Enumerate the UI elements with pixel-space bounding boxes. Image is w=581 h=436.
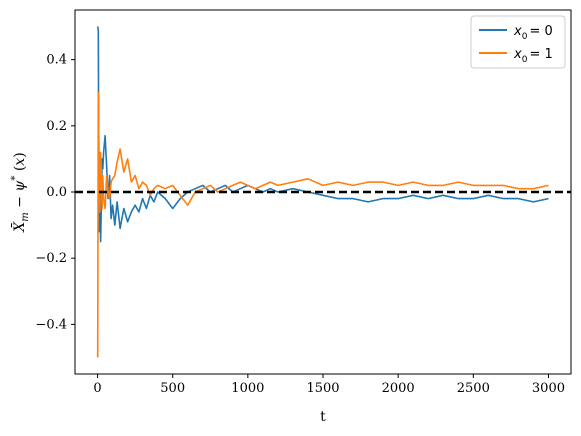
y-tick-label: 0.4	[46, 53, 67, 68]
x-tick-label: 1000	[231, 381, 264, 396]
y-tick-label: −0.4	[35, 317, 67, 332]
series-layer	[96, 26, 549, 358]
series-line-1	[96, 91, 549, 358]
x-tick-label: 3000	[532, 381, 565, 396]
series-line-0	[96, 26, 549, 243]
x-tick-label: 2500	[457, 381, 490, 396]
legend-label-series-1: x0 = 1	[513, 47, 553, 65]
x-axis-label: t	[320, 409, 326, 425]
x-tick-label: 1500	[306, 381, 339, 396]
y-tick-label: 0.2	[46, 119, 67, 134]
legend: x0 = 0 x0 = 1	[470, 15, 566, 69]
x-axis-ticks: 0 500 1000 1500 2000 2500 3000	[93, 374, 565, 396]
x-tick-label: 0	[93, 381, 101, 396]
x-tick-label: 500	[160, 381, 185, 396]
y-axis-ticks: −0.4 −0.2 0.0 0.2 0.4	[35, 53, 75, 332]
x-tick-label: 2000	[382, 381, 415, 396]
y-tick-label: −0.2	[35, 251, 67, 266]
y-axis-label: X̄m − ψ* (x)	[10, 152, 31, 232]
legend-label-series-0: x0 = 0	[513, 24, 553, 42]
y-tick-label: 0.0	[46, 185, 67, 200]
